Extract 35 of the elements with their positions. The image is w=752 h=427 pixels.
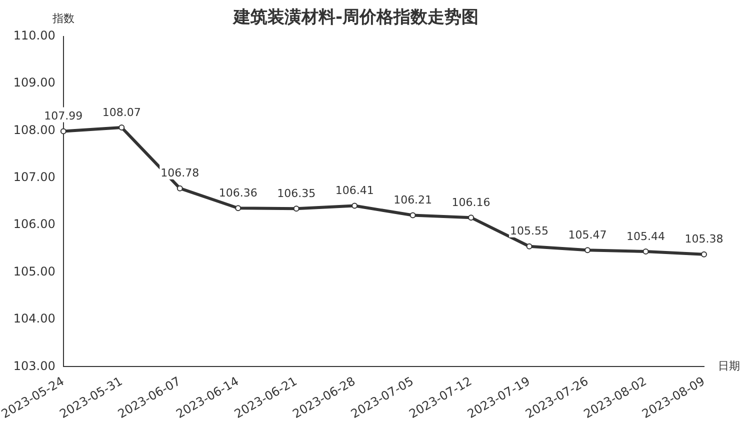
point bbox=[468, 214, 474, 221]
point bbox=[293, 206, 300, 212]
y-tick-label: 108.00 bbox=[13, 122, 56, 137]
point bbox=[118, 124, 125, 130]
data-label: 106.41 bbox=[335, 184, 374, 198]
data-label: 106.21 bbox=[394, 194, 432, 207]
point bbox=[526, 243, 532, 250]
y-tick-label: 110.00 bbox=[13, 28, 56, 43]
data-label: 106.35 bbox=[277, 186, 316, 200]
data-label: 105.55 bbox=[510, 224, 549, 238]
y-tick-label: 107.00 bbox=[13, 170, 56, 184]
data-label: 106.36 bbox=[218, 186, 258, 200]
point bbox=[176, 185, 183, 192]
y-tick-label: 109.00 bbox=[13, 76, 56, 90]
point bbox=[410, 212, 416, 218]
chart-title: 建筑装潢材料-周价格指数走势图 bbox=[231, 8, 479, 28]
point bbox=[701, 251, 707, 258]
y-tick-label: 103.00 bbox=[13, 358, 56, 373]
point bbox=[60, 128, 66, 134]
data-label: 105.38 bbox=[684, 232, 724, 246]
data-label: 105.47 bbox=[568, 228, 607, 242]
point bbox=[642, 248, 649, 255]
data-label: 105.44 bbox=[626, 230, 666, 243]
y-axis-title: 指数 bbox=[51, 12, 74, 25]
data-label: 106.16 bbox=[452, 196, 490, 209]
point bbox=[352, 202, 358, 209]
point bbox=[235, 205, 242, 212]
y-tick-label: 104.00 bbox=[13, 312, 56, 326]
x-axis-title: 日期 bbox=[718, 360, 740, 373]
point bbox=[584, 247, 591, 254]
data-label: 106.78 bbox=[160, 166, 200, 180]
data-label: 107.99 bbox=[44, 110, 83, 123]
y-tick-label: 105.00 bbox=[13, 264, 56, 278]
data-label: 108.07 bbox=[102, 106, 141, 119]
y-tick-label: 106.00 bbox=[13, 217, 56, 232]
